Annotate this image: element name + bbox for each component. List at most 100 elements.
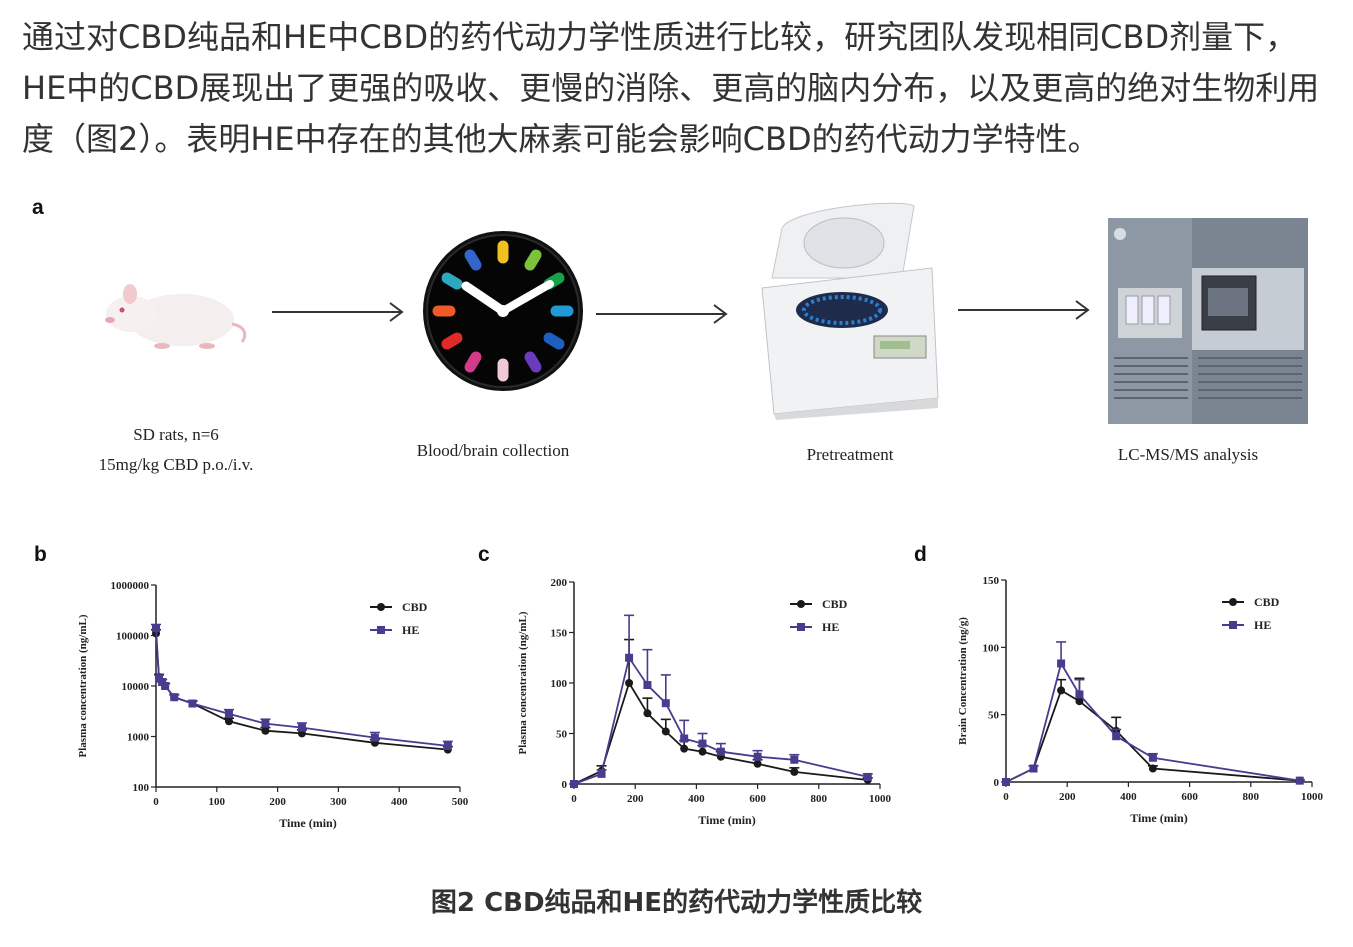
data-point-he — [152, 624, 160, 633]
y-axis-label: Plasma concentration (ng/mL) — [77, 614, 89, 757]
clock-icon — [423, 231, 583, 391]
x-tick-label: 0 — [571, 793, 577, 805]
legend-marker — [377, 603, 385, 611]
data-point-he — [170, 693, 179, 702]
data-point-cbd — [643, 709, 652, 718]
data-point-he — [443, 741, 452, 750]
data-point-he — [261, 719, 270, 728]
data-point-he — [570, 780, 578, 788]
data-point-he — [370, 733, 379, 742]
y-tick-label: 100 — [551, 678, 568, 690]
data-point-cbd — [753, 759, 762, 768]
data-point-cbd — [261, 726, 270, 735]
workflow-step-label: LC-MS/MS analysis — [1117, 445, 1259, 464]
y-tick-label: 150 — [551, 628, 568, 640]
x-tick-label: 100 — [209, 796, 226, 808]
legend-marker — [797, 623, 805, 631]
y-axis-label: Plasma concentration (ng/mL) — [517, 611, 529, 754]
legend-label: HE — [822, 620, 839, 634]
series-line-cbd — [573, 680, 868, 785]
legend-marker — [1229, 598, 1237, 606]
panel-label-c: c — [478, 543, 490, 566]
x-tick-label: 600 — [749, 793, 766, 805]
legend-label: HE — [402, 623, 419, 637]
chart-d: 0 50 100 150 0 200 400 600 800 1000 Time (min) Brai… — [957, 575, 1324, 825]
workflow-step-line: 15mg/kg CBD p.o./i.v. — [98, 455, 254, 474]
data-point-he — [790, 755, 799, 764]
data-point-he — [188, 699, 197, 708]
data-point-cbd — [1148, 764, 1157, 773]
workflow-step-label: Blood/brain collection — [416, 441, 570, 460]
data-point-he — [1112, 732, 1121, 741]
data-point-he — [297, 723, 306, 732]
y-tick-label: 0 — [562, 779, 568, 791]
centrifuge-icon — [761, 202, 939, 420]
x-tick-label: 800 — [811, 793, 828, 805]
y-tick-label: 150 — [983, 575, 1000, 587]
y-tick-label: 1000 — [127, 732, 150, 744]
legend-marker — [797, 600, 805, 608]
data-point-cbd — [625, 679, 634, 687]
x-tick-label: 200 — [269, 796, 286, 808]
rat-icon — [105, 284, 247, 349]
data-point-cbd — [790, 767, 799, 776]
legend-label: CBD — [822, 597, 848, 611]
x-tick-label: 0 — [153, 796, 159, 808]
legend-marker — [1229, 621, 1237, 629]
y-tick-label: 100000 — [116, 631, 150, 643]
data-point-he — [753, 752, 762, 761]
intro-paragraph: 通过对CBD纯品和HE中CBD的药代动力学性质进行比较，研究团队发现相同CBD剂… — [22, 18, 1320, 158]
x-tick-label: 400 — [688, 793, 705, 805]
x-tick-label: 200 — [627, 793, 644, 805]
data-point-cbd — [1075, 697, 1084, 706]
x-tick-label: 800 — [1243, 791, 1260, 803]
data-point-he — [1029, 764, 1038, 773]
y-tick-label: 1000000 — [111, 580, 150, 592]
x-tick-label: 400 — [391, 796, 408, 808]
x-tick-label: 1000 — [869, 793, 892, 805]
x-tick-label: 400 — [1120, 791, 1137, 803]
x-axis-label: Time (min) — [279, 816, 336, 830]
data-point-he — [680, 734, 689, 743]
x-tick-label: 500 — [452, 796, 469, 808]
data-point-he — [643, 681, 652, 690]
workflow-step-label: Pretreatment — [806, 445, 894, 464]
workflow-step-line: SD rats, n=6 — [133, 425, 219, 444]
x-tick-label: 600 — [1181, 791, 1198, 803]
arrow-icon — [596, 304, 728, 324]
figure-caption: 图2 CBD纯品和HE的药代动力学性质比较 — [430, 888, 923, 918]
data-point-he — [1002, 778, 1010, 786]
x-axis-label: Time (min) — [698, 813, 755, 827]
data-point-he — [597, 769, 606, 778]
x-tick-label: 0 — [1003, 791, 1009, 803]
y-tick-label: 50 — [988, 710, 1000, 722]
y-tick-label: 10000 — [122, 681, 150, 693]
data-point-he — [863, 772, 872, 781]
data-point-he — [716, 747, 725, 756]
data-point-cbd — [1057, 686, 1066, 695]
x-tick-label: 300 — [330, 796, 347, 808]
data-point-he — [1075, 690, 1084, 699]
y-tick-label: 200 — [551, 577, 568, 589]
data-point-he — [661, 699, 670, 708]
x-tick-label: 1000 — [1301, 791, 1324, 803]
y-tick-label: 100 — [983, 642, 1000, 654]
arrow-icon — [958, 300, 1090, 320]
data-point-he — [698, 739, 707, 748]
legend-label: CBD — [1254, 595, 1280, 609]
x-tick-label: 200 — [1059, 791, 1076, 803]
x-axis-label: Time (min) — [1130, 811, 1187, 825]
legend-label: HE — [1254, 618, 1271, 632]
data-point-cbd — [661, 727, 670, 736]
data-point-he — [224, 709, 233, 718]
y-tick-label: 50 — [556, 729, 568, 741]
legend-marker — [377, 626, 385, 634]
data-point-he — [1295, 776, 1304, 785]
chart-c: 0 50 100 150 200 0 200 400 600 800 1000 Time (min) P… — [517, 577, 892, 827]
workflow-step-label: SD rats, n=6 15mg/kg CBD p.o./i.v. — [60, 420, 292, 480]
data-point-cbd — [698, 747, 707, 756]
y-tick-label: 0 — [994, 777, 1000, 789]
data-point-he — [161, 682, 170, 690]
panel-label-b: b — [34, 543, 47, 566]
